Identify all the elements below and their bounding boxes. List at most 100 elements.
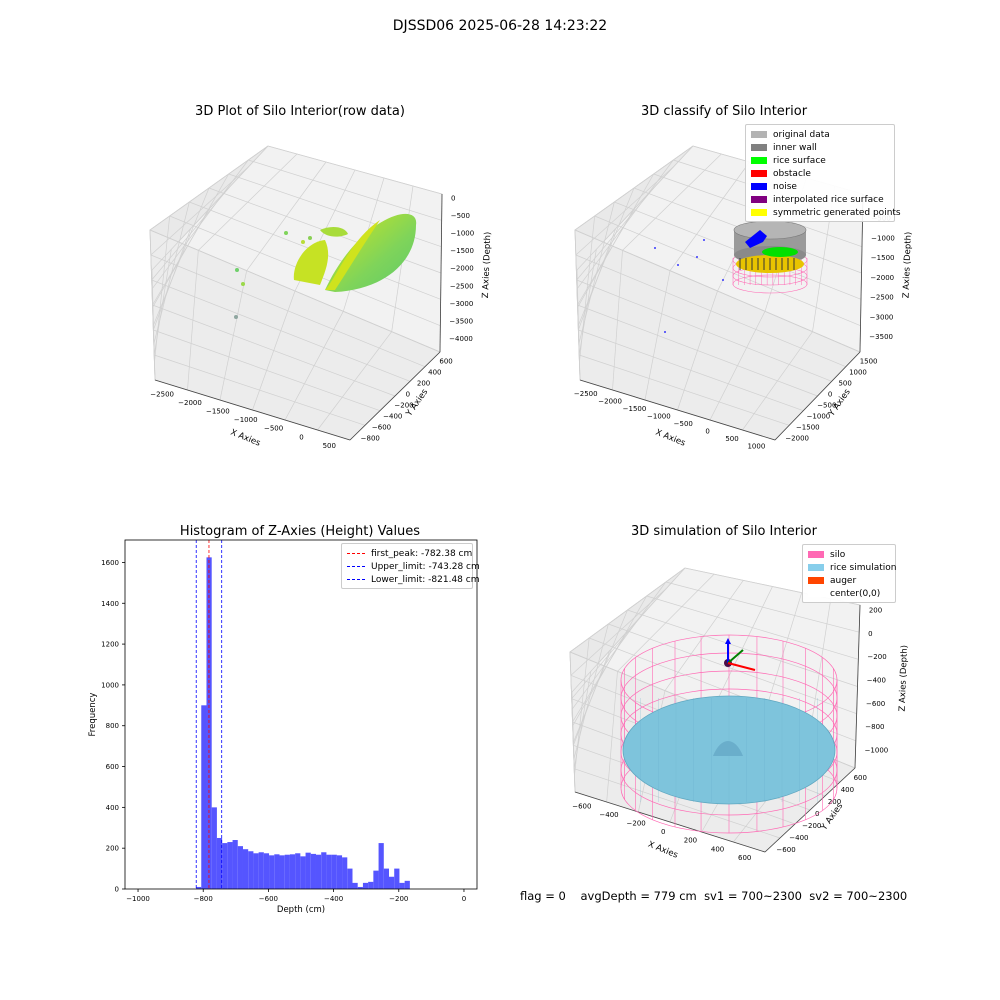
noise-point [654, 247, 656, 249]
legend-swatch [751, 209, 767, 216]
grid-line [151, 145, 269, 271]
legend-label: Upper_limit: -743.28 cm [371, 561, 480, 572]
x-tick-label: 0 [299, 433, 303, 441]
noise-point [703, 239, 705, 241]
histogram-bar [248, 851, 254, 889]
z-tick-label: −4000 [449, 335, 473, 343]
y-tick-label: −200 [394, 402, 413, 410]
figure-title: DJSSD06 2025-06-28 14:23:22 [392, 18, 608, 34]
legend-entry: auger [808, 574, 890, 587]
y-tick-label: 600 [854, 774, 867, 782]
legend-swatch [751, 196, 767, 203]
y-tick-label: −200 [802, 822, 821, 830]
legend-label: obstacle [773, 168, 811, 179]
y-tick-label: −600 [372, 424, 391, 432]
x-axis-line [574, 791, 766, 853]
z-tick-label: −3000 [450, 300, 474, 308]
y-tick-label: 0 [406, 391, 410, 399]
plot-frame [124, 539, 478, 890]
x-tick-label: 1000 [747, 443, 765, 451]
bowl-rim [325, 220, 380, 290]
status-line: flag = 0 avgDepth = 779 cm sv1 = 700~230… [520, 889, 907, 903]
x-tick-label: −600 [572, 802, 591, 810]
histogram-bar [274, 854, 280, 889]
histogram-bar [394, 868, 400, 889]
legend-label: symmetric generated points [773, 207, 901, 218]
y-tick-label: 1500 [860, 358, 878, 366]
histogram-bar [336, 855, 343, 889]
legend-swatch [808, 551, 824, 558]
z-axis-label: Z Axies (Depth) [481, 232, 493, 299]
x-axis-label: X Axies [229, 428, 262, 449]
grid-line [576, 145, 694, 271]
y-tick-label: −400 [383, 413, 402, 421]
legend-entry: original data [751, 128, 889, 141]
noise-cluster [745, 230, 767, 248]
x-tick-label: −400 [599, 811, 618, 819]
y-axis-line [349, 351, 441, 441]
z-tick-label: −3500 [449, 317, 473, 325]
x-tick-label: 600 [738, 854, 751, 862]
legend-entry: symmetric generated points [751, 206, 901, 219]
z-tick-label: 200 [869, 607, 882, 615]
histogram-bar [269, 855, 275, 889]
noise-point [696, 256, 698, 258]
histogram-bar [305, 852, 311, 889]
data-cluster [293, 240, 329, 285]
x-tick-label: 200 [684, 837, 697, 845]
legend-label: Lower_limit: -821.48 cm [371, 574, 480, 585]
histogram-bar [357, 886, 363, 889]
rice-surface [762, 247, 798, 257]
z-tick-label: −400 [867, 677, 886, 685]
simulation-legend: silo rice simulation auger center(0,0) [802, 544, 896, 603]
histogram-bar [383, 868, 389, 889]
legend-swatch [808, 564, 824, 571]
raw-3d-plot: −2500−2000−1500−1000−5000500−800−600−400… [149, 145, 493, 450]
y-tick-label: 400 [106, 804, 119, 812]
histogram-bar [315, 854, 322, 889]
histogram-bar [300, 856, 306, 889]
histogram-bar [378, 843, 384, 889]
histogram-bar [368, 881, 374, 889]
x-tick-label: −500 [674, 420, 693, 428]
z-axis-line [854, 604, 861, 769]
data-point [241, 282, 245, 286]
grid-line [574, 145, 694, 231]
grid-line [572, 581, 667, 709]
legend-swatch [808, 577, 824, 584]
legend-label: original data [773, 129, 830, 140]
histogram-bar [279, 855, 285, 889]
legend-label: interpolated rice surface [773, 194, 884, 205]
y-tick-label: 500 [838, 380, 851, 388]
x-tick-label: −600 [259, 895, 278, 903]
grid-line [267, 145, 443, 195]
histogram-bar [352, 882, 358, 889]
legend-swatch [347, 579, 365, 580]
data-point [235, 268, 239, 272]
histogram-bar [211, 807, 217, 889]
histogram-bar [389, 876, 395, 889]
legend-label: noise [773, 181, 797, 192]
data-point [308, 236, 312, 240]
histogram-bar [232, 840, 238, 889]
x-tick-label: −500 [264, 425, 283, 433]
grid-line [152, 159, 249, 289]
y-tick-label: −800 [361, 435, 380, 443]
y-tick-label: 0 [828, 391, 832, 399]
grid-line [571, 567, 686, 693]
legend-label: silo [830, 549, 846, 560]
y-tick-label: −1500 [796, 424, 820, 432]
y-tick-label: 600 [106, 763, 119, 771]
z-tick-label: −2000 [450, 265, 474, 273]
histogram-bar [237, 846, 243, 889]
y-tick-label: −400 [789, 834, 808, 842]
auger-x-arrow [727, 662, 756, 671]
x-axis-label: X Axies [654, 428, 687, 449]
histogram-bar [295, 853, 301, 889]
grid-line [248, 159, 442, 221]
histogram-bar [253, 853, 259, 889]
x-axis-line [154, 379, 351, 441]
histogram-bar [373, 870, 379, 889]
x-tick-label: −1000 [647, 413, 671, 421]
histogram-bar [227, 842, 233, 889]
